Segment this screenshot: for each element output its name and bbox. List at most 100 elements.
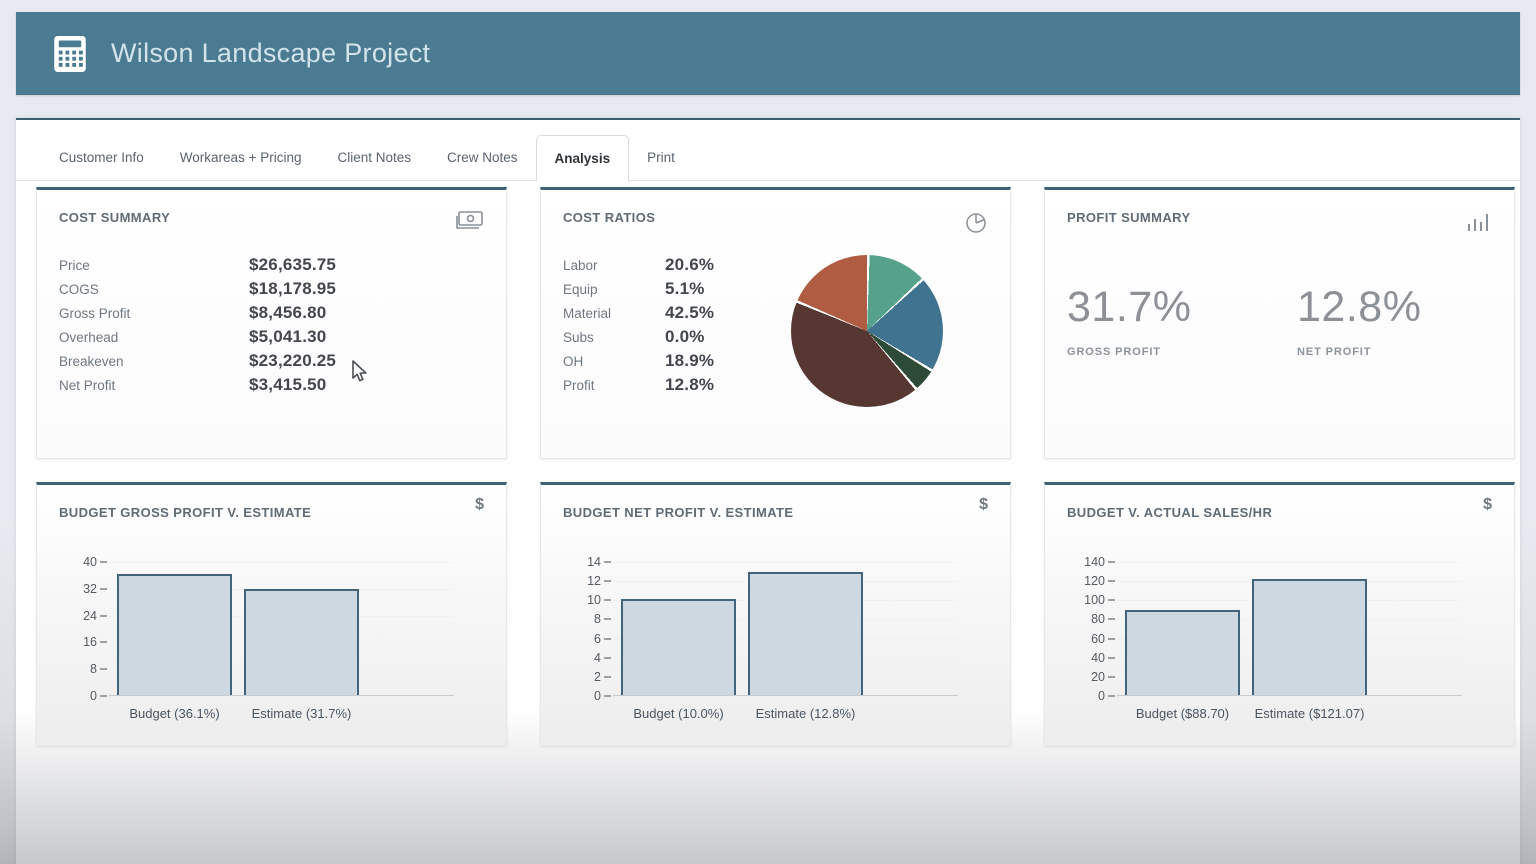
stat-row: Subs 0.0%	[563, 325, 714, 349]
stat-value: $18,178.95	[249, 279, 337, 298]
y-axis-tick-label: 2	[594, 669, 601, 684]
y-axis-tick-label: 40	[83, 555, 97, 569]
stat-label: Gross Profit	[59, 305, 131, 321]
budget-gross-profit-card: BUDGET GROSS PROFIT V. ESTIMATE $ 0 8 16 24…	[36, 482, 507, 746]
page-title: Wilson Landscape Project	[111, 38, 431, 68]
stat-label: Net Profit	[59, 377, 116, 393]
profit-summary-card: PROFIT SUMMARY 31.7% GROSS PROFIT 12.8% …	[1044, 187, 1515, 459]
stat-row: Overhead $5,041.30	[59, 325, 336, 349]
stat-row: OH 18.9%	[563, 349, 714, 373]
stat-label: Subs	[563, 329, 594, 345]
tab-workareas-pricing[interactable]: Workareas + Pricing	[179, 150, 302, 165]
x-axis-category-label: Budget (10.0%)	[633, 706, 724, 721]
pie-chart-icon[interactable]	[964, 210, 988, 234]
stat-label: Price	[59, 257, 90, 273]
y-axis-tick-label: 100	[1084, 593, 1105, 608]
stat-value: $8,456.80	[249, 303, 327, 322]
cost-ratios-card: COST RATIOS Labor 20.6% Equip 5.1% Materia…	[540, 187, 1011, 459]
x-axis-category-label: Budget (36.1%)	[129, 706, 220, 721]
x-axis-category-label: Estimate ($121.07)	[1254, 706, 1365, 721]
y-axis-tick-label: 60	[1091, 631, 1105, 646]
tab-bar: Customer Info Workareas + Pricing Client…	[16, 120, 1520, 181]
money-icon[interactable]	[454, 210, 484, 232]
y-axis-tick-label: 0	[90, 689, 97, 703]
y-axis-tick-label: 80	[1091, 612, 1105, 627]
tab-customer-info[interactable]: Customer Info	[59, 150, 144, 165]
stat-row: Net Profit $3,415.50	[59, 373, 336, 397]
cost-summary-card: COST SUMMARY Price $26,635.75 COGS $18,178…	[36, 187, 507, 459]
stat-value: 18.9%	[665, 351, 715, 370]
stat-row: Equip 5.1%	[563, 277, 714, 301]
tab-crew-notes[interactable]: Crew Notes	[447, 150, 518, 165]
y-axis-tick-label: 24	[83, 608, 97, 623]
cost-ratios-rows: Labor 20.6% Equip 5.1% Material 42.5% Subs 0…	[563, 253, 714, 397]
tab-print[interactable]: Print	[647, 150, 675, 165]
y-axis-tick-label: 8	[594, 612, 601, 627]
budget-gross-profit-title: BUDGET GROSS PROFIT V. ESTIMATE	[59, 505, 312, 520]
gross-profit-value: 31.7%	[1067, 283, 1192, 331]
y-axis-tick-label: 0	[594, 689, 601, 703]
bar	[1125, 610, 1240, 695]
budget-actual-sales-title: BUDGET V. ACTUAL SALES/HR	[1067, 505, 1273, 520]
stat-label: OH	[563, 353, 584, 369]
stat-row: Labor 20.6%	[563, 253, 714, 277]
stat-row: COGS $18,178.95	[59, 277, 336, 301]
budget-net-profit-card: BUDGET NET PROFIT V. ESTIMATE $ 0 2 4 6 8 10 1…	[540, 482, 1011, 746]
x-axis-category-label: Budget ($88.70)	[1135, 706, 1230, 721]
stat-row: Breakeven $23,220.25	[59, 349, 336, 373]
y-axis-tick-label: 120	[1084, 574, 1105, 589]
y-axis-tick-label: 20	[1091, 669, 1105, 684]
budget-gross-profit-chart: 0 8 16 24 32 40 Budget (36.1%) Estimate (31.7%)	[83, 555, 454, 721]
stat-label: Material	[563, 305, 612, 321]
bar	[1252, 579, 1367, 695]
stat-value: 12.8%	[665, 375, 715, 394]
cost-summary-rows: Price $26,635.75 COGS $18,178.95 Gross Pro…	[59, 253, 336, 397]
stat-row: Price $26,635.75	[59, 253, 336, 277]
bar	[244, 589, 359, 695]
budget-actual-sales-card: BUDGET V. ACTUAL SALES/HR $ 0 20 40 60 80 100…	[1044, 482, 1515, 746]
x-axis-category-label: Estimate (12.8%)	[755, 706, 856, 721]
cost-ratios-title: COST RATIOS	[563, 210, 656, 225]
stat-value: $3,415.50	[249, 375, 327, 394]
cost-ratios-pie-chart	[791, 255, 943, 407]
bar	[748, 572, 863, 695]
net-profit-value: 12.8%	[1297, 283, 1422, 331]
stat-label: Labor	[563, 257, 598, 273]
stat-value: 0.0%	[665, 327, 705, 346]
gross-profit-metric: 31.7% GROSS PROFIT	[1067, 283, 1191, 358]
stat-value: $5,041.30	[249, 327, 327, 346]
mouse-cursor	[349, 360, 371, 389]
budget-net-profit-title: BUDGET NET PROFIT V. ESTIMATE	[563, 505, 794, 520]
net-profit-metric: 12.8% NET PROFIT	[1297, 283, 1421, 358]
tab-analysis[interactable]: Analysis	[535, 135, 630, 181]
y-axis-tick-label: 10	[587, 593, 601, 608]
net-profit-label: NET PROFIT	[1297, 346, 1372, 358]
stat-value: 20.6%	[665, 255, 715, 274]
stat-value: $23,220.25	[249, 351, 337, 370]
cost-summary-title: COST SUMMARY	[59, 210, 171, 225]
stat-label: Profit	[563, 377, 595, 393]
stat-label: COGS	[59, 281, 99, 297]
y-axis-tick-label: 0	[1098, 689, 1105, 703]
stat-row: Gross Profit $8,456.80	[59, 301, 336, 325]
budget-actual-sales-chart: 0 20 40 60 80 100 120 140 Budget ($88.70) Estimat…	[1084, 555, 1462, 721]
main-panel: Customer Info Workareas + Pricing Client…	[16, 118, 1520, 864]
stat-label: Breakeven	[59, 353, 124, 369]
y-axis-tick-label: 140	[1084, 555, 1105, 569]
y-axis-tick-label: 16	[83, 635, 97, 650]
gross-profit-label: GROSS PROFIT	[1067, 346, 1161, 358]
stat-value: 5.1%	[665, 279, 705, 298]
stat-label: Overhead	[59, 329, 119, 345]
app-header: Wilson Landscape Project	[16, 12, 1520, 95]
bar	[117, 574, 232, 695]
y-axis-tick-label: 40	[1091, 650, 1105, 665]
y-axis-tick-label: 14	[587, 555, 601, 569]
stat-label: Equip	[563, 281, 598, 297]
tab-client-notes[interactable]: Client Notes	[337, 150, 412, 165]
stat-row: Material 42.5%	[563, 301, 714, 325]
stat-value: 42.5%	[665, 303, 715, 322]
bar-chart-icon[interactable]	[1466, 210, 1492, 232]
calculator-icon	[54, 35, 86, 72]
y-axis-tick-label: 4	[594, 650, 601, 665]
